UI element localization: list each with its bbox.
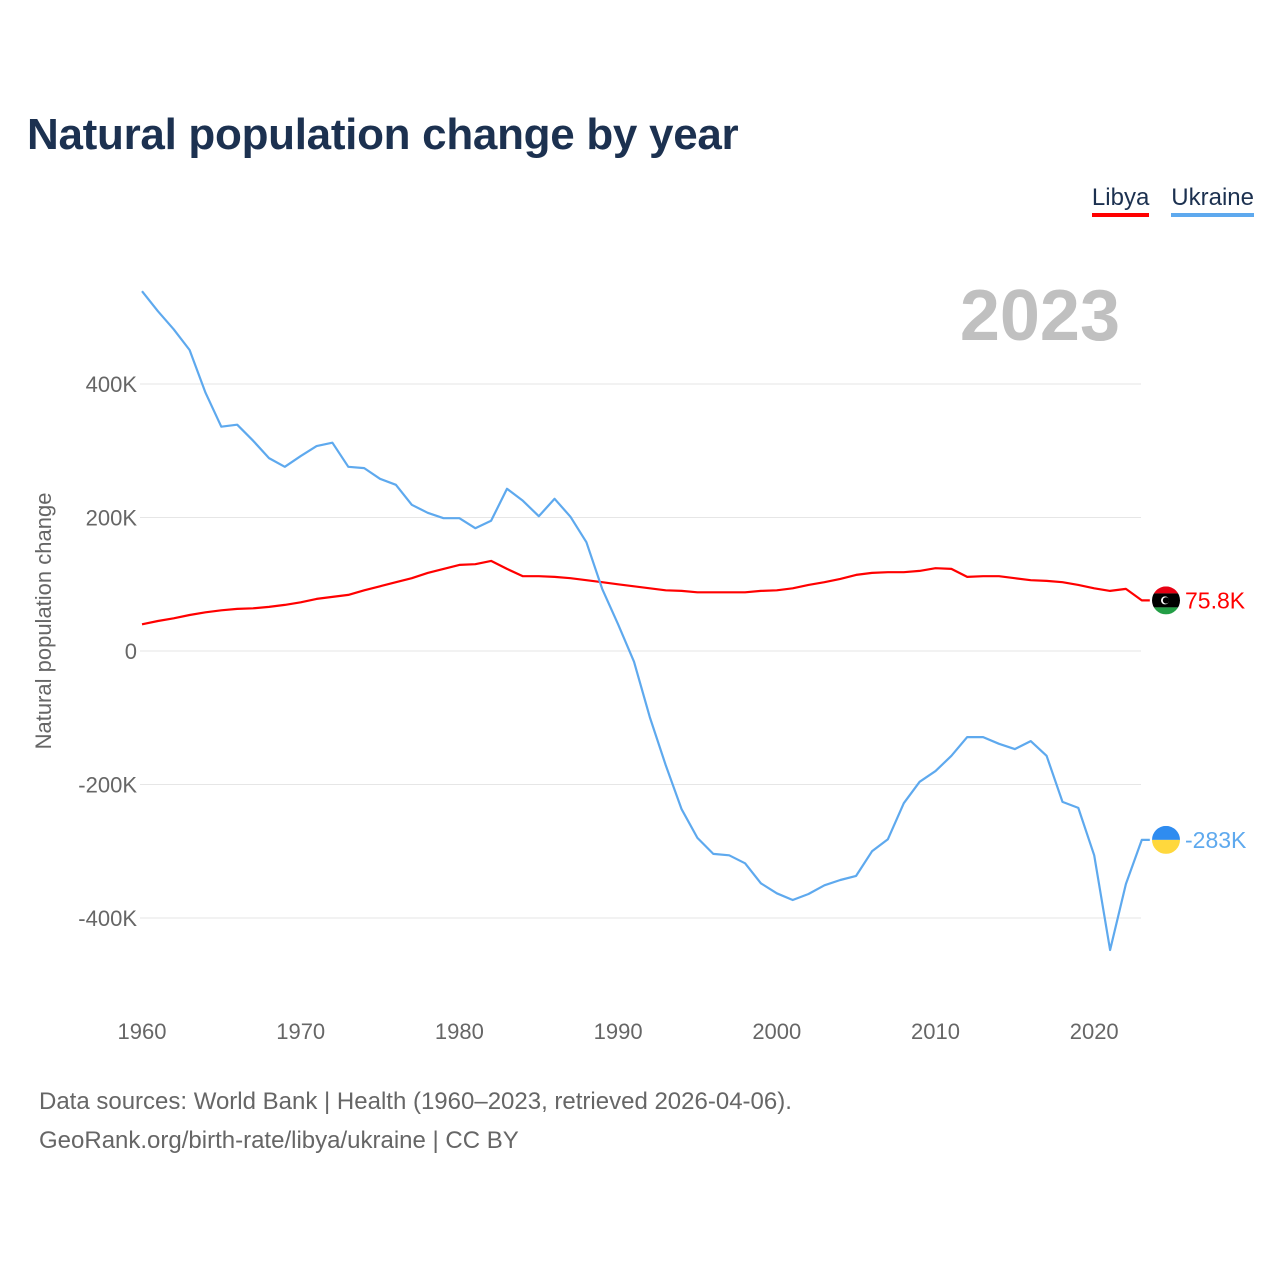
end-value-label-libya: 75.8K xyxy=(1185,587,1246,613)
series-line-ukraine xyxy=(141,290,1150,952)
y-tick-label: -200K xyxy=(78,773,137,798)
x-tick-label: 2010 xyxy=(911,1019,960,1044)
x-tick-label: 2000 xyxy=(752,1019,801,1044)
flag-crescent-cut xyxy=(1162,597,1170,604)
end-value-label-ukraine: -283K xyxy=(1185,827,1247,853)
y-tick-label: 0 xyxy=(125,639,137,664)
footer-link[interactable]: GeoRank.org/birth-rate/libya/ukraine | C… xyxy=(39,1127,519,1154)
flag-stripe xyxy=(1152,586,1180,594)
x-tick-label: 1960 xyxy=(118,1019,167,1044)
year-watermark: 2023 xyxy=(960,276,1120,356)
footer-sources: Data sources: World Bank | Health (1960–… xyxy=(39,1088,792,1115)
y-tick-label: 400K xyxy=(86,372,138,397)
series-line-libya xyxy=(141,559,1150,626)
flag-stripe xyxy=(1152,607,1180,615)
x-tick-label: 1980 xyxy=(435,1019,484,1044)
flag-icon-ukraine xyxy=(1152,825,1180,854)
legend-libya[interactable]: Libya xyxy=(1091,184,1150,217)
flag-stripe xyxy=(1152,839,1180,854)
legend: Libya Ukraine xyxy=(1091,184,1254,217)
x-tick-label: 1970 xyxy=(276,1019,325,1044)
y-axis-label: Natural population change xyxy=(31,493,56,750)
flag-icon-libya xyxy=(1152,586,1180,615)
x-tick-label: 1990 xyxy=(594,1019,643,1044)
y-tick-label: 200K xyxy=(86,506,138,531)
flag-stripe xyxy=(1152,825,1180,840)
x-tick-label: 2020 xyxy=(1070,1019,1119,1044)
y-tick-label: -400K xyxy=(78,906,137,931)
legend-ukraine[interactable]: Ukraine xyxy=(1171,184,1254,217)
chart-title: Natural population change by year xyxy=(27,110,739,159)
